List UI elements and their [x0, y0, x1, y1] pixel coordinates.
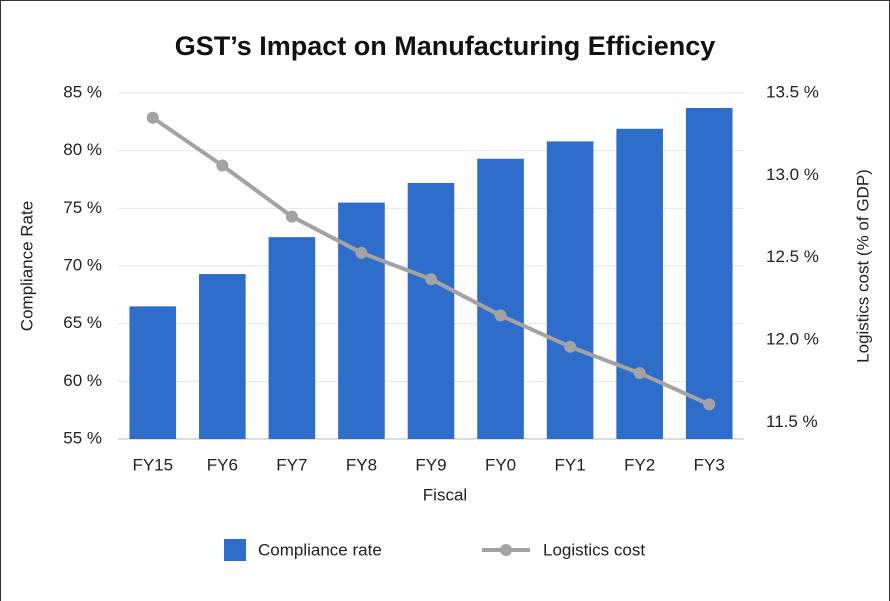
y2-tick-label: 11.5 % [766, 412, 818, 431]
legend-swatch-bar [224, 539, 246, 561]
x-tick-label: FY8 [346, 455, 377, 474]
x-tick-label: FY7 [276, 455, 307, 474]
bar [685, 107, 733, 439]
y-tick-label: 55 % [63, 428, 102, 447]
legend: Compliance rate Logistics cost [224, 539, 645, 561]
legend-label: Logistics cost [543, 540, 645, 559]
x-tick-label: FY0 [485, 455, 516, 474]
x-tick-label: FY9 [415, 455, 446, 474]
line-marker [425, 273, 437, 286]
line-marker [494, 309, 507, 322]
line-marker [216, 159, 229, 172]
y2-tick-label: 12.5 % [766, 247, 819, 266]
bar [268, 237, 316, 439]
legend-swatch-marker [500, 544, 512, 556]
x-tick-label: FY15 [132, 455, 173, 474]
line-marker [355, 246, 368, 259]
y2-axis-label: Logistics cost (% of GDP) [853, 169, 872, 363]
bar [616, 128, 663, 439]
y-tick-label: 75 % [63, 198, 102, 217]
bar [407, 182, 455, 439]
y-tick-label: 80 % [63, 140, 102, 159]
y-tick-label: 70 % [63, 255, 102, 274]
bar [546, 141, 594, 439]
x-tick-label: FY1 [555, 455, 586, 474]
y2-tick-label: 13.0 % [766, 165, 819, 184]
bar [477, 158, 524, 440]
y-axis-label: Compliance Rate [17, 201, 36, 331]
x-tick-label: FY3 [694, 455, 725, 474]
chart-title: GST’s Impact on Manufacturing Efficiency [175, 31, 716, 61]
line-marker [564, 340, 577, 353]
x-axis-label: Fiscal [423, 485, 467, 504]
x-tick-label: FY2 [624, 455, 655, 474]
bar [338, 202, 385, 439]
bar [129, 306, 177, 439]
line-marker [146, 111, 159, 124]
y-tick-label: 60 % [63, 371, 102, 390]
y-tick-label: 65 % [63, 313, 102, 332]
y-tick-label: 85 % [63, 82, 102, 101]
line-marker [633, 367, 646, 380]
x-tick-label: FY6 [207, 455, 238, 474]
y2-tick-label: 13.5 % [766, 82, 819, 101]
y2-tick-label: 12.0 % [766, 330, 819, 349]
bar [199, 274, 246, 439]
line-marker [285, 210, 298, 223]
legend-label: Compliance rate [258, 540, 382, 559]
line-marker [703, 398, 716, 411]
